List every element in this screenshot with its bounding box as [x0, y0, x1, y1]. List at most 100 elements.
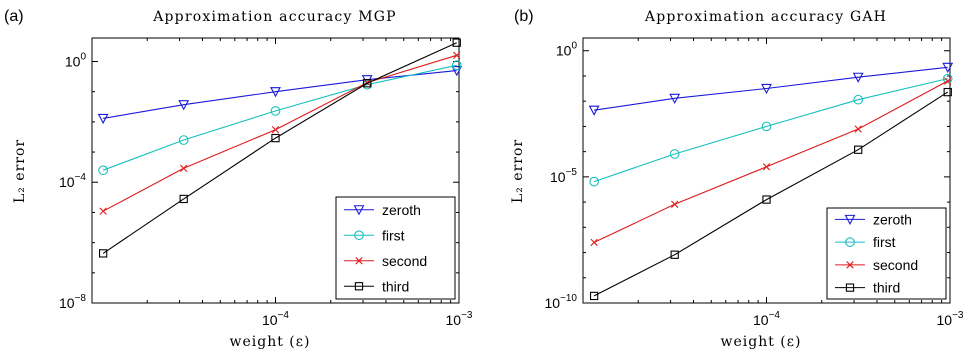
x-axis-label: weight (ε): [230, 334, 311, 350]
data-point-second: [590, 238, 598, 247]
y-tick-exponent: −8: [75, 293, 87, 304]
series-second: [590, 77, 952, 247]
legend-box: [335, 196, 456, 300]
legend-marker-second: [355, 257, 363, 265]
data-point-second: [944, 77, 952, 85]
data-point-second: [99, 207, 107, 215]
data-point-third: [762, 195, 771, 204]
minor-ticks: [91, 38, 459, 304]
data-point-second: [180, 164, 188, 172]
legend-marker-second: [846, 261, 854, 269]
series-first: [98, 60, 462, 176]
data-point-zeroth: [270, 87, 281, 98]
legend-item-third: third: [344, 278, 409, 294]
legend-marker-third: [845, 283, 855, 292]
series-line-third: [593, 91, 948, 297]
data-point-third: [854, 145, 863, 154]
data-point-zeroth: [942, 62, 954, 74]
x-tick-base: 10: [262, 312, 278, 328]
y-tick-label: 10−5: [550, 167, 577, 185]
data-point-third: [98, 249, 108, 258]
y-tick-label: 100: [65, 51, 87, 69]
y-tick-label: 10−8: [59, 293, 86, 311]
x-tick-base: 10: [753, 312, 769, 328]
data-point-third: [943, 87, 952, 97]
x-tick-exponent: −4: [278, 310, 290, 321]
legend-marker-second-b: [846, 261, 854, 269]
y-tick-exponent: −10: [560, 293, 577, 304]
series-line-first: [593, 78, 948, 183]
series-line-zeroth: [594, 66, 948, 111]
series-line-zeroth: [103, 70, 457, 119]
y-axis-label: L₂ error: [12, 139, 28, 203]
data-point-third: [589, 291, 599, 301]
legend: zeroth first second third: [335, 196, 456, 300]
y-tick-base: 10: [544, 295, 560, 311]
data-point-first: [98, 165, 108, 176]
legend-item-zeroth: zeroth: [344, 202, 421, 218]
x-tick-exponent: −3: [461, 310, 473, 321]
legend-item-first: first: [344, 227, 405, 243]
data-point-second-b: [854, 125, 862, 133]
panel-label: (b): [514, 8, 534, 25]
data-point-second-b: [944, 77, 952, 85]
data-point-second: [854, 125, 862, 133]
series-second: [99, 51, 461, 215]
legend-marker-first: [354, 230, 364, 241]
y-tick-exponent: −4: [75, 172, 87, 183]
legend-marker-zeroth: [844, 214, 856, 226]
data-point-zeroth: [451, 66, 463, 77]
x-tick-base: 10: [446, 312, 462, 328]
chart-title: Approximation accuracy MGP: [152, 9, 397, 25]
data-point-second: [671, 200, 679, 208]
x-tick-label: 10−3: [446, 310, 473, 328]
legend-item-first: first: [835, 234, 896, 250]
data-point-first: [589, 176, 599, 187]
y-tick-label: 10−4: [59, 172, 86, 190]
x-tick-exponent: −4: [769, 310, 781, 321]
series-line-first: [102, 64, 457, 171]
chart-title: Approximation accuracy GAH: [644, 9, 887, 25]
legend-label-first: first: [873, 234, 896, 250]
y-axis-label: L₂ error: [510, 139, 526, 203]
legend-item-third: third: [835, 280, 900, 296]
y-tick-base: 10: [550, 169, 566, 185]
data-point-zeroth: [669, 93, 681, 104]
legend: zeroth first second third: [826, 207, 947, 300]
data-point-second-b: [671, 200, 679, 208]
x-tick-label: 10−4: [262, 310, 289, 328]
y-tick-label: 100: [556, 41, 578, 59]
data-point-zeroth: [761, 83, 772, 95]
series-zeroth: [97, 66, 463, 125]
series-third: [98, 38, 461, 258]
series-line-third: [102, 42, 457, 254]
data-point-zeroth: [178, 100, 190, 111]
legend-marker-first: [845, 237, 855, 247]
x-tick-base: 10: [937, 312, 953, 328]
y-tick-base: 10: [556, 43, 572, 59]
minor-ticks: [582, 38, 950, 304]
x-tick-label: 10−4: [753, 310, 780, 328]
data-point-second: [762, 163, 771, 171]
y-tick-exponent: −5: [566, 167, 578, 178]
y-tick-base: 10: [59, 295, 75, 311]
data-point-first: [270, 106, 281, 116]
legend-item-second: second: [344, 253, 427, 269]
x-tick-exponent: −3: [952, 310, 964, 321]
panel-label: (a): [4, 8, 24, 25]
legend-item-zeroth: zeroth: [835, 211, 912, 227]
series-zeroth: [588, 62, 954, 116]
data-point-zeroth: [852, 72, 864, 83]
data-point-first: [942, 73, 953, 84]
series-line-second: [102, 54, 457, 212]
legend-label-third: third: [873, 280, 900, 296]
legend-label-zeroth: zeroth: [873, 211, 912, 227]
legend-marker-second-b: [355, 257, 363, 265]
data-point-zeroth: [97, 113, 109, 125]
data-point-first: [761, 121, 772, 132]
data-point-third: [452, 38, 461, 47]
legend-label-second: second: [873, 257, 918, 273]
legend-marker-zeroth: [353, 205, 365, 216]
data-point-second-b: [590, 238, 598, 247]
